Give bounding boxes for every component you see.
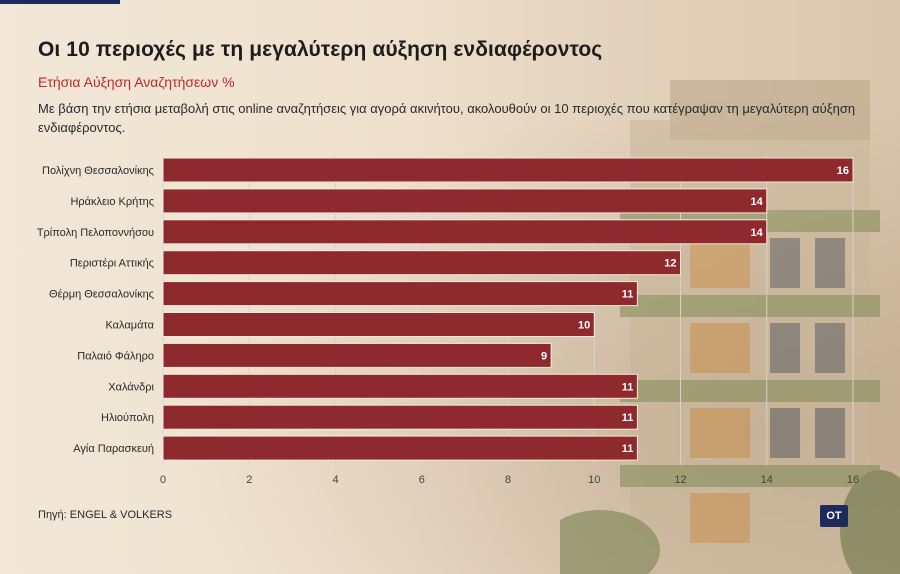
bar <box>162 373 638 399</box>
x-axis-ticks: 0 2 4 6 8 10 12 14 16 <box>160 474 859 486</box>
x-tick-label: 16 <box>847 474 859 486</box>
x-tick-label: 0 <box>160 474 166 486</box>
category-label: Χαλάνδρι <box>108 381 154 393</box>
chart-title: Οι 10 περιοχές με τη μεγαλύτερη αύξηση ε… <box>38 38 603 61</box>
chart-subtitle: Ετήσια Αύξηση Αναζητήσεων % <box>38 74 235 90</box>
bar-value-label: 12 <box>664 258 676 270</box>
source-note: Πηγή: ENGEL & VOLKERS <box>38 509 173 521</box>
chart-description: Με βάση την ετήσια μεταβολή στις online … <box>38 101 856 135</box>
bar <box>162 342 552 368</box>
x-tick-label: 12 <box>674 474 686 486</box>
category-label: Παλαιό Φάληρο <box>77 350 154 362</box>
category-label: Ηράκλειο Κρήτης <box>70 196 154 208</box>
category-label: Θέρμη Θεσσαλονίκης <box>49 289 154 301</box>
bar-value-label: 11 <box>622 289 634 301</box>
x-tick-label: 6 <box>419 474 425 486</box>
category-label: Τρίπολη Πελοποννήσου <box>37 227 154 239</box>
publisher-logo: ΟΤ <box>820 505 848 527</box>
x-tick-label: 4 <box>332 474 338 486</box>
bar-value-label: 16 <box>837 165 849 177</box>
bar <box>162 435 638 461</box>
bar <box>162 312 595 337</box>
x-tick-label: 14 <box>761 474 773 486</box>
bar <box>162 404 638 430</box>
category-label: Περιστέρι Αττικής <box>70 258 154 270</box>
x-tick-label: 2 <box>246 474 252 486</box>
bar <box>162 281 638 307</box>
bar-value-label: 11 <box>622 412 634 424</box>
x-tick-label: 8 <box>505 474 511 486</box>
bar-value-label: 14 <box>751 196 764 208</box>
category-label: Αγία Παρασκευή <box>73 443 154 455</box>
bar-value-label: 9 <box>541 350 547 362</box>
category-label: Καλαμάτα <box>105 320 154 332</box>
bar-value-label: 10 <box>578 320 590 332</box>
bar-value-label: 11 <box>622 443 634 455</box>
bar <box>162 157 854 183</box>
category-labels: Πολίχνη Θεσσαλονίκης Ηράκλειο Κρήτης Τρίπο… <box>37 165 155 455</box>
bar <box>162 250 681 276</box>
top-accent-bar <box>0 0 120 4</box>
category-label: Πολίχνη Θεσσαλονίκης <box>42 165 154 177</box>
bar-value-label: 11 <box>622 381 634 393</box>
bars: 16 14 14 12 11 10 9 11 11 11 <box>162 157 854 461</box>
bar-value-label: 14 <box>751 227 764 239</box>
bar <box>162 188 768 214</box>
bar <box>162 219 768 245</box>
category-label: Ηλιούπολη <box>101 412 154 424</box>
x-tick-label: 10 <box>588 474 600 486</box>
